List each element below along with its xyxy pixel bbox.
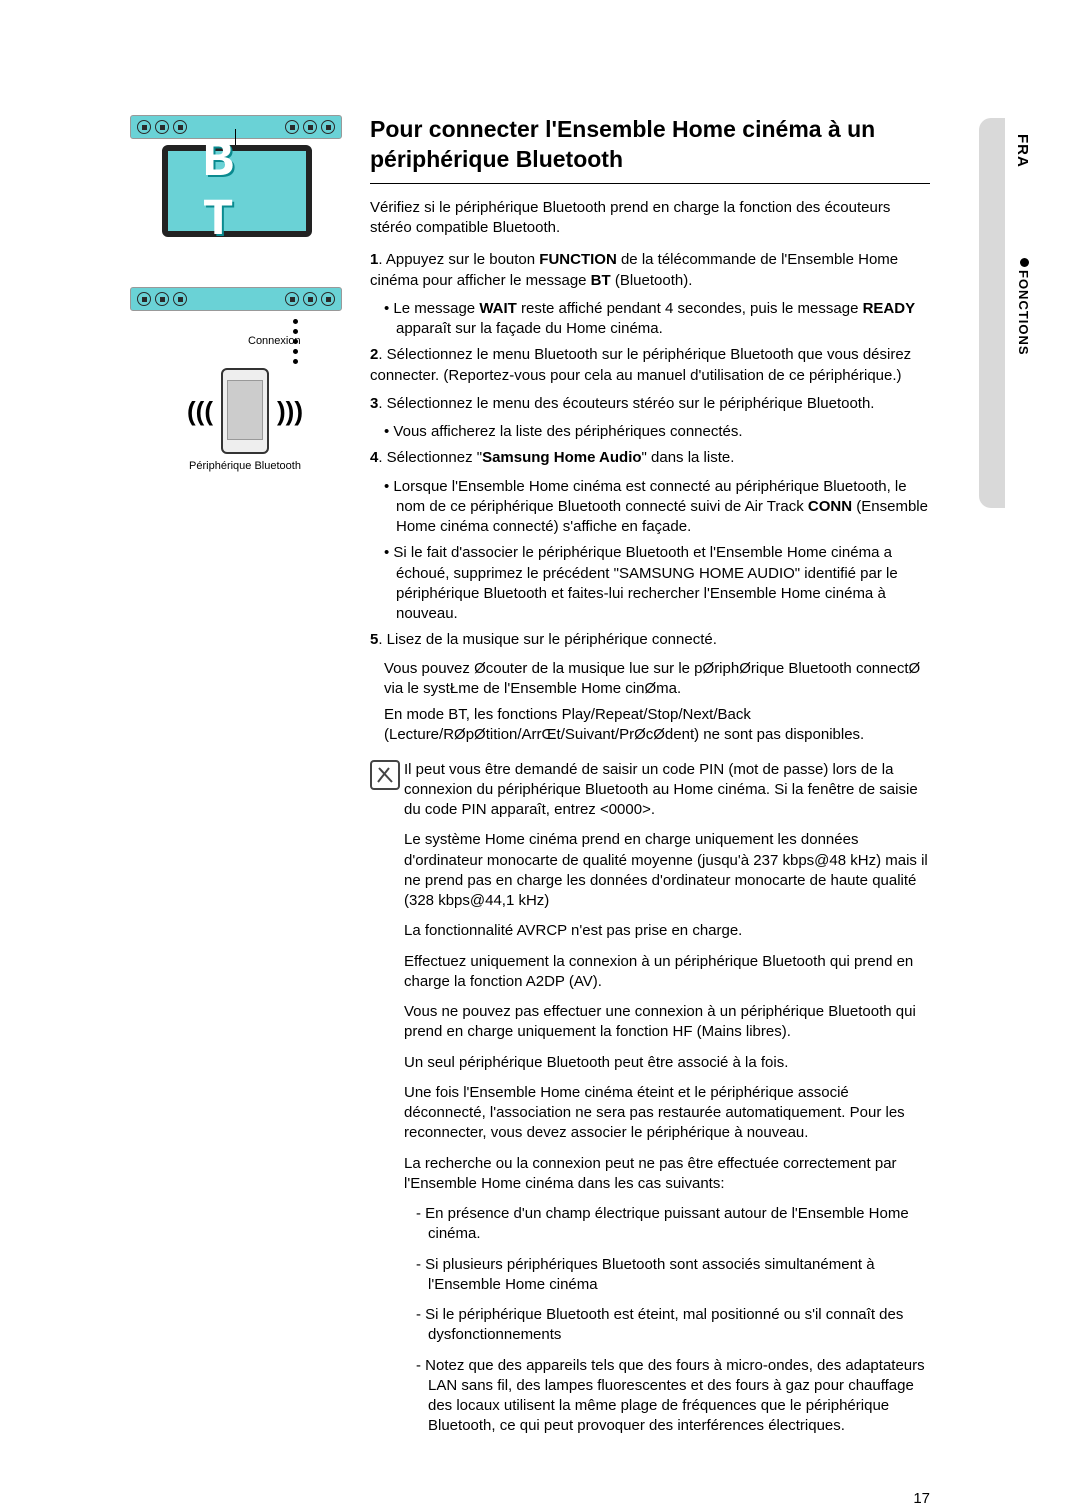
signal-waves-left-icon: ((( [187,396,213,427]
note-3: La fonctionnalité AVRCP n'est pas prise … [404,921,930,941]
note-2: Le système Home cinéma prend en charge u… [404,830,930,911]
side-section-label: FONCTIONS [1016,270,1031,356]
step-3: 3. Sélectionnez le menu des écouteurs st… [370,394,930,414]
note-7: Une fois l'Ensemble Home cinéma éteint e… [404,1083,930,1144]
connection-diagram: Connexion ((( ))) Périphérique Bluetooth [130,287,360,472]
intro-text: Vérifiez si le périphérique Bluetooth pr… [370,198,930,239]
side-tab [979,118,1005,508]
note-dash-3: Si le périphérique Bluetooth est éteint,… [404,1305,930,1346]
note-8: La recherche ou la connexion peut ne pas… [404,1154,930,1195]
step-1-sub: Le message WAIT reste affiché pendant 4 … [370,299,930,340]
page-number: 17 [913,1490,930,1507]
bt-display-text: B T [203,132,272,250]
peripheral-label: Périphérique Bluetooth [130,460,360,472]
signal-waves-right-icon: ))) [277,396,303,427]
note-6: Un seul périphérique Bluetooth peut être… [404,1053,930,1073]
note-dash-1: En présence d'un champ électrique puissa… [404,1204,930,1245]
step-4-sub2: Si le fait d'associer le périphérique Bl… [370,543,930,624]
step-5-sub1: Vous pouvez Øcouter de la musique lue su… [370,659,930,700]
note-dash-4: Notez que des appareils tels que des fou… [404,1356,930,1437]
note-4: Effectuez uniquement la connexion à un p… [404,952,930,993]
step-2: 2. Sélectionnez le menu Bluetooth sur le… [370,345,930,386]
step-4: 4. Sélectionnez "Samsung Home Audio" dan… [370,448,930,468]
step-3-sub: Vous afficherez la liste des périphériqu… [370,422,930,442]
step-5: 5. Lisez de la musique sur le périphériq… [370,630,930,650]
phone-illustration [221,368,269,454]
side-lang-label: FRA [1014,134,1031,168]
section-heading: Pour connecter l'Ensemble Home cinéma à … [370,115,930,184]
notes-block: Il peut vous être demandé de saisir un c… [370,760,930,1447]
bt-display-screen: B T [162,145,312,237]
step-4-sub1: Lorsque l'Ensemble Home cinéma est conne… [370,477,930,538]
connection-label: Connexion [248,335,301,347]
step-1: 1. Appuyez sur le bouton FUNCTION de la … [370,250,930,291]
soundbar-illustration-2 [130,287,342,311]
note-dash-2: Si plusieurs périphériques Bluetooth son… [404,1255,930,1296]
note-icon [370,760,400,790]
main-text-column: Pour connecter l'Ensemble Home cinéma à … [370,115,930,1447]
note-1: Il peut vous être demandé de saisir un c… [404,760,930,821]
left-diagrams: B T Connexion ((( ))) Périphérique Bluet… [130,115,360,472]
note-5: Vous ne pouvez pas effectuer une connexi… [404,1002,930,1043]
side-section-bullet [1020,258,1029,267]
step-5-sub2: En mode BT, les fonctions Play/Repeat/St… [370,705,930,746]
